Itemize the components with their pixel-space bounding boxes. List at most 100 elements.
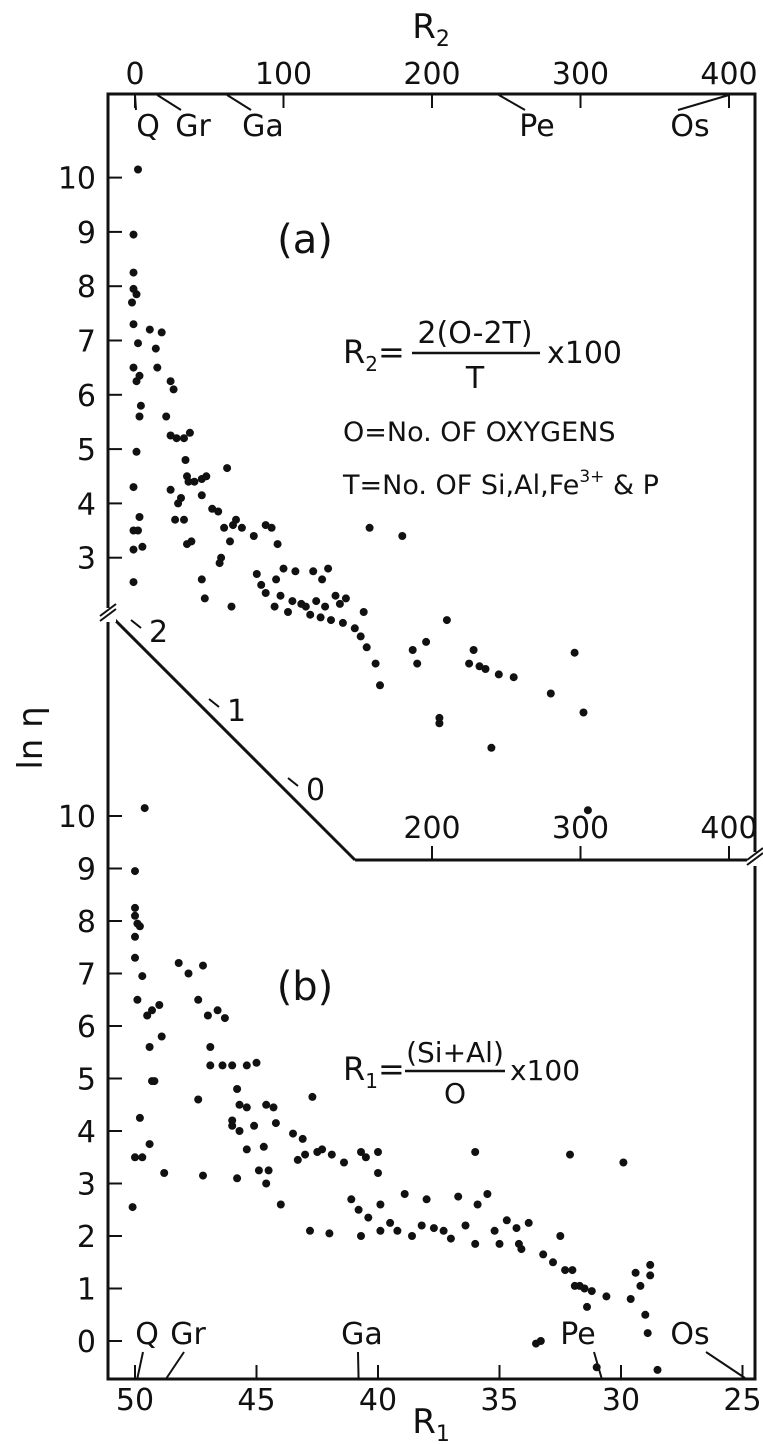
panel-a-data-point [413, 659, 422, 668]
panel-b-data-point [242, 1103, 251, 1112]
panel-b-data-point [429, 1224, 438, 1233]
top-mineral-leader [226, 94, 252, 111]
panel-b-data-point [631, 1268, 640, 1277]
panel-b-data-point [135, 922, 144, 931]
panel-a-data-point [129, 578, 138, 587]
panel-b-data-point [393, 1226, 402, 1235]
panel-b-data-point [473, 1200, 482, 1209]
left-axis-break [99, 603, 117, 622]
panel-b-data-point [512, 1224, 521, 1233]
panel-b-data-point [340, 1158, 348, 1167]
panel-a-data-point [321, 602, 330, 611]
panel-b-data-point [298, 1134, 307, 1143]
panel-b-data-point [145, 1043, 154, 1051]
panel-a-data-point [184, 477, 193, 486]
panel-b-data-point [194, 995, 203, 1004]
panel-b-data-point [157, 1032, 166, 1041]
panel-a-y-tick-label: 4 [77, 487, 96, 522]
panel-b-y-tick-label: 1 [77, 1273, 96, 1308]
formula-r2-numerator: 2(O-2T) [417, 316, 532, 351]
top-x-tick-label: 300 [552, 57, 609, 92]
panel-a-data-point [134, 165, 142, 174]
panel-a-data-point [252, 570, 261, 578]
panel-b-data-point [160, 1169, 169, 1177]
panel-b-data-point [199, 1171, 207, 1180]
panel-a-data-point [129, 483, 138, 492]
panel-a-data-point [190, 477, 199, 486]
panel-a-data-point [341, 594, 350, 603]
panel-b-data-point [250, 1121, 259, 1130]
panel-b-data-point [148, 1006, 156, 1015]
bottom-mineral-leader [705, 1351, 746, 1379]
panel-a-data-point [276, 591, 285, 600]
panel-a-data-point [132, 290, 141, 299]
panel-a-data-point [398, 532, 407, 540]
panel-b-data-point [374, 1148, 382, 1156]
panel-a-data-point [135, 371, 144, 380]
panel-a-points [128, 165, 592, 815]
formula-r2-denominator: T [465, 361, 485, 396]
panel-b-data-point [439, 1226, 448, 1235]
panel-a-data-point [318, 575, 327, 584]
panel-a-data-point [312, 597, 321, 606]
panel-b-y-tick-label: 5 [77, 1063, 96, 1098]
panel-a-data-point [223, 464, 232, 473]
panel-a-data-point [475, 662, 484, 671]
panel-b-data-point [454, 1192, 463, 1201]
diagonal-tick-label: 0 [306, 773, 325, 808]
bottom-axis-title: R1 [412, 1402, 450, 1444]
top-x-tick-label: 0 [125, 57, 144, 92]
panel-a-data-point [197, 575, 206, 584]
panel-a-data-point [301, 602, 310, 611]
bottom-x-tick-label: 35 [480, 1383, 518, 1418]
panel-b-y-tick-label: 3 [77, 1168, 96, 1203]
panel-b-data-point [264, 1166, 273, 1175]
top-mineral-label: Gr [175, 109, 211, 144]
top-mineral-leader [134, 94, 137, 111]
panel-a-data-point [324, 564, 333, 573]
note-tetrahedral: T=No. OF Si,Al,Fe3+ & P [342, 467, 659, 501]
panel-b-data-point [325, 1229, 334, 1238]
panel-a-data-point [166, 485, 175, 494]
diagonal-tick-label: 1 [227, 694, 246, 729]
panel-b-data-point [262, 1179, 271, 1188]
panel-b-data-point [354, 1205, 363, 1214]
panel-a-data-point [465, 659, 474, 668]
top-mineral-label: Ga [242, 109, 284, 144]
panel-b-data-point [471, 1148, 480, 1156]
panel-b-data-point [570, 1281, 579, 1290]
panel-b-data-point [568, 1266, 577, 1275]
panel-b-data-point [242, 1145, 251, 1154]
panel-a-data-point [583, 806, 592, 815]
panel-a-data-point [338, 618, 347, 627]
panel-a-data-point [180, 434, 188, 443]
panel-b-data-point [514, 1239, 523, 1248]
panel-b-data-point [641, 1310, 650, 1319]
panel-a-data-point [132, 447, 141, 456]
formula-r2-multiplier: x100 [547, 336, 622, 371]
panel-b-y-tick-label: 4 [77, 1115, 96, 1150]
panel-b-data-point [422, 1195, 431, 1204]
panel-a-data-point [166, 431, 175, 440]
panel-b-data-point [583, 1302, 591, 1311]
panel-b-data-point [602, 1292, 611, 1301]
panel-b-data-point [408, 1232, 416, 1240]
panel-a-y-tick-label: 8 [77, 270, 96, 305]
panel-a-data-point [442, 616, 451, 625]
panel-a-data-point [273, 540, 282, 549]
panel-a-data-point [288, 597, 297, 606]
panel-a-data-point [129, 363, 138, 372]
panel-b-data-point [347, 1195, 356, 1204]
panel-a-data-point [185, 428, 194, 437]
bottom-x-tick-label: 40 [359, 1383, 397, 1418]
panel-a-data-point [232, 515, 240, 524]
panel-b-data-point [400, 1190, 409, 1198]
diagonal-tick-mark [287, 777, 299, 787]
panel-b-data-point [138, 972, 147, 981]
bottom-mineral-leader [357, 1351, 360, 1379]
panel-b-data-point [461, 1221, 470, 1230]
top-axis-title: R2 [412, 7, 450, 52]
panel-a-data-point [145, 325, 154, 334]
panel-b-data-point [228, 1061, 237, 1070]
panel-a-data-point [129, 268, 138, 277]
